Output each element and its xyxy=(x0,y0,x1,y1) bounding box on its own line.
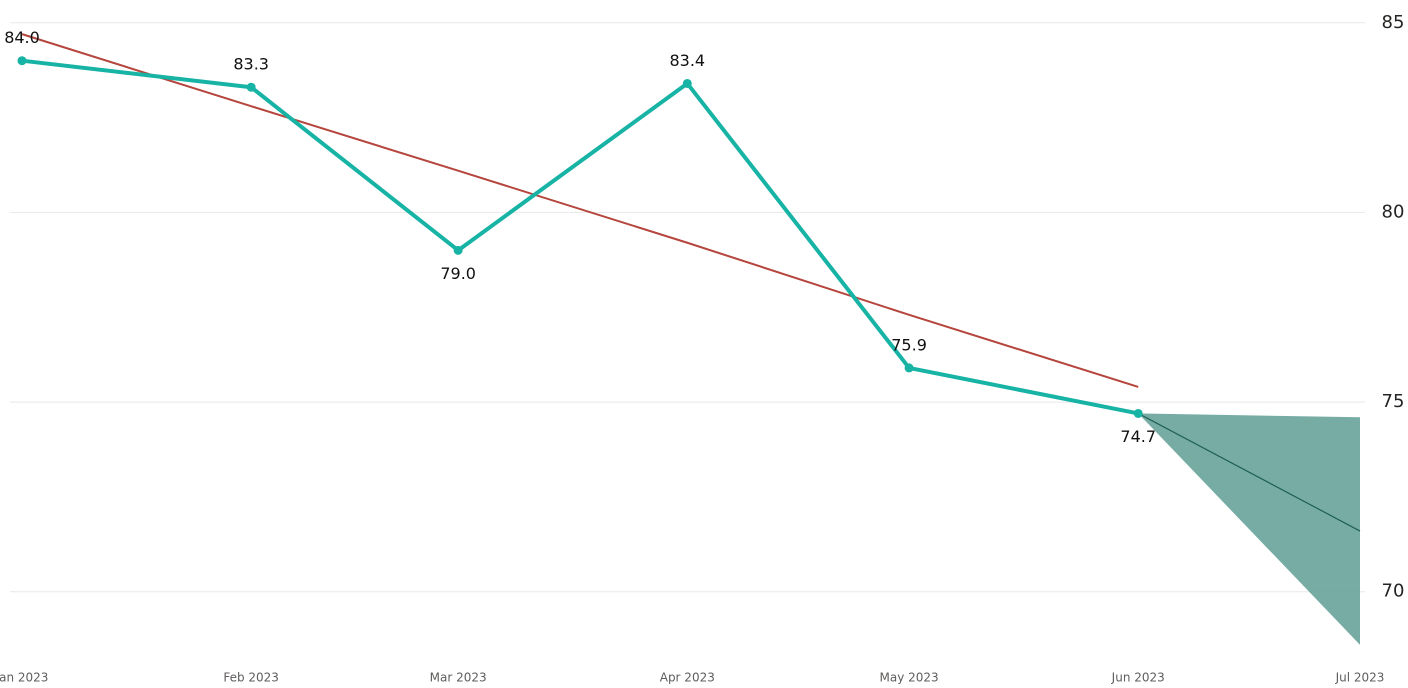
data-label: 83.3 xyxy=(233,55,269,74)
series-line xyxy=(1137,412,1361,532)
x-tick-label: Jun 2023 xyxy=(1111,671,1165,685)
forecast-band xyxy=(1138,413,1360,645)
data-point xyxy=(17,56,27,66)
data-point xyxy=(904,363,914,373)
data-point xyxy=(682,78,692,88)
data-point xyxy=(1133,408,1143,418)
data-label: 79.0 xyxy=(440,264,476,283)
data-label: 74.7 xyxy=(1120,427,1156,446)
data-point xyxy=(246,82,256,92)
series-line xyxy=(21,58,1139,416)
y-tick-label: 85 xyxy=(1382,12,1405,33)
data-label: 84.0 xyxy=(4,28,40,47)
y-tick-label: 80 xyxy=(1382,201,1405,222)
x-tick-label: Apr 2023 xyxy=(660,671,715,685)
series-line xyxy=(21,33,1139,388)
x-tick-label: Mar 2023 xyxy=(430,671,487,685)
x-tick-label: May 2023 xyxy=(879,671,938,685)
data-point xyxy=(453,245,463,255)
x-tick-label: Jan 2023 xyxy=(0,671,48,685)
x-tick-label: Jul 2023 xyxy=(1335,671,1385,685)
data-label: 83.4 xyxy=(669,51,705,70)
x-tick-label: Feb 2023 xyxy=(223,671,279,685)
data-label: 75.9 xyxy=(891,335,927,354)
y-tick-label: 75 xyxy=(1382,391,1405,412)
y-tick-label: 70 xyxy=(1382,581,1405,602)
